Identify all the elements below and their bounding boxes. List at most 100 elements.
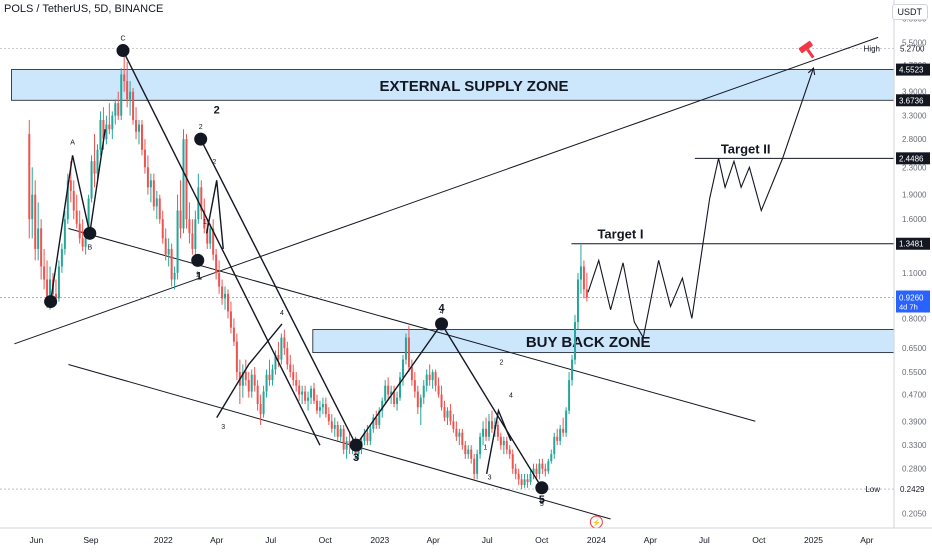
candle-body (467, 449, 470, 455)
price-tag-value: 1.3481 (899, 240, 924, 249)
candle-body (396, 397, 399, 404)
candle-body (559, 428, 562, 441)
candle-body (286, 348, 289, 365)
wave-line (440, 323, 543, 489)
candle-body (229, 311, 232, 328)
candle-body (224, 293, 227, 299)
candle-body (69, 180, 72, 191)
price-tick-label: 5.5000 (902, 39, 927, 48)
candle-body (209, 228, 212, 244)
candle-body (123, 74, 126, 82)
candle-body (535, 468, 538, 474)
wave-label-small: 5 (540, 501, 544, 508)
zone-box (312, 329, 894, 354)
pivot-point (194, 132, 208, 146)
candle-body (571, 359, 574, 381)
price-tick-label: 0.3900 (902, 417, 927, 426)
price-tick-label: 0.6500 (902, 344, 927, 353)
projection-arrowhead (807, 67, 816, 76)
candle-body (49, 279, 52, 302)
price-tag-value: 2.4486 (899, 154, 924, 163)
plot-area: EXTERNAL SUPPLY ZONE BUY BACK ZONE Target … (0, 36, 894, 528)
price-tick-label: 1.9000 (902, 191, 927, 200)
candle-body (499, 436, 502, 446)
candle-body (585, 289, 588, 298)
candle-body (342, 428, 345, 450)
candle-body (485, 428, 488, 437)
wave-label-small: 1 (203, 219, 207, 226)
pivot-point (116, 44, 130, 58)
candle-body (200, 187, 203, 211)
wave-label-small: 4 (509, 393, 513, 400)
candle-body (274, 354, 277, 370)
candle-body (422, 385, 425, 398)
wave-line (485, 408, 512, 475)
candle-body (250, 374, 253, 392)
candle-body (215, 254, 218, 273)
candle-body (437, 385, 440, 395)
candle-body (218, 272, 221, 287)
candle-body (387, 385, 390, 395)
candle-body (470, 449, 473, 459)
candle-body (155, 198, 158, 207)
candle-body (212, 228, 215, 255)
projection-path (587, 67, 814, 340)
candle-body (520, 479, 523, 485)
current-price-value: 0.9260 (899, 294, 924, 303)
time-tick-label: Oct (752, 535, 766, 545)
candle-body (413, 380, 416, 392)
candle-body (547, 461, 550, 472)
pivot-label: B (87, 244, 92, 251)
time-tick-label: 2022 (154, 535, 173, 545)
candle-body (502, 440, 505, 446)
candle-body (508, 449, 511, 455)
time-tick-label: 2023 (370, 535, 389, 545)
candle-body (574, 322, 577, 360)
candle-body (416, 391, 419, 408)
candle-body (336, 424, 339, 437)
price-tick-label: 0.3300 (902, 441, 927, 450)
gavel-icon (798, 40, 815, 59)
pivot-label: 4 (440, 309, 444, 316)
candle-body (357, 449, 360, 455)
candle-body (517, 473, 520, 480)
candle-body (458, 432, 461, 437)
pivot-point (44, 295, 58, 309)
price-tag (896, 237, 930, 250)
price-tick-label: 1.6000 (902, 215, 927, 224)
time-tick-label: 2024 (587, 535, 606, 545)
candle-body (28, 134, 31, 220)
currency-button[interactable]: USDT (891, 4, 928, 20)
candle-body (81, 238, 84, 247)
trendline (68, 363, 611, 520)
candle-body (271, 369, 274, 381)
time-tick-label: Sep (83, 535, 98, 545)
candle-body (582, 266, 585, 290)
candle-body (529, 473, 532, 483)
wave-label-small: 2 (500, 359, 504, 366)
candle-body (138, 124, 141, 132)
price-tag (896, 152, 930, 165)
candle-body (446, 410, 449, 418)
candle-body (57, 266, 60, 299)
current-price-countdown: 4d 7h (899, 303, 918, 312)
pivot-point (349, 438, 363, 452)
candle-body (126, 81, 129, 100)
candle-body (318, 407, 321, 411)
candle-body (399, 377, 402, 398)
gavel-head (798, 40, 813, 54)
pivot-point (83, 226, 97, 240)
candle-body (315, 400, 318, 411)
candle-body (111, 115, 114, 130)
candle-body (455, 428, 458, 437)
time-tick-label: Apr (860, 535, 873, 545)
candle-body (93, 161, 96, 174)
event-icon: ⚡ (589, 515, 603, 528)
wave-label-small: 3 (488, 474, 492, 481)
gavel-handle (806, 48, 815, 59)
candle-body (523, 479, 526, 485)
candle-body (511, 454, 514, 469)
candle-body (321, 403, 324, 408)
pivot-label: 5 (540, 499, 544, 506)
